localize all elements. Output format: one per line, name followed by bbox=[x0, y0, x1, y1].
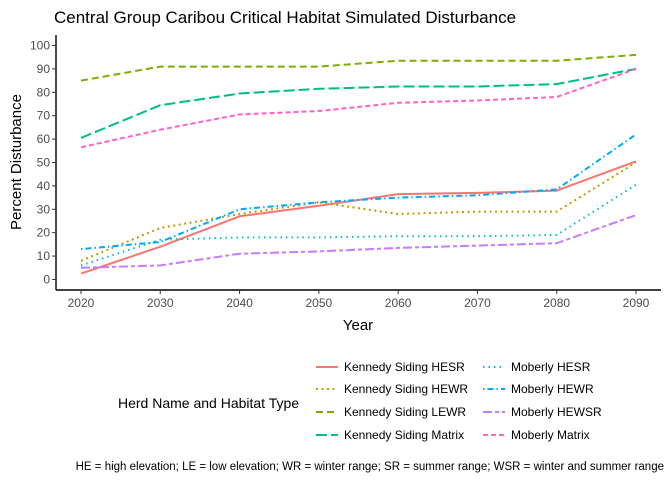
series-line-kennedy-siding-matrix bbox=[80, 67, 637, 139]
y-tick-label: 60 bbox=[37, 132, 51, 146]
legend-label: Moberly HESR bbox=[511, 360, 591, 374]
y-tick-label: 70 bbox=[37, 109, 51, 123]
x-tick-label: 2030 bbox=[147, 296, 174, 310]
series-line-moberly-hewr bbox=[80, 133, 637, 251]
y-tick-label: 30 bbox=[37, 202, 51, 216]
plot-series bbox=[80, 53, 637, 275]
x-tick-label: 2040 bbox=[226, 296, 253, 310]
y-tick-label: 20 bbox=[37, 226, 51, 240]
series-line-kennedy-siding-hewr bbox=[80, 161, 637, 262]
legend: Kennedy Siding HESR Kennedy Siding HEWR Ke… bbox=[316, 360, 602, 442]
y-tick-label: 100 bbox=[30, 39, 50, 53]
y-tick-label: 10 bbox=[37, 249, 51, 263]
y-tick-label: 90 bbox=[37, 62, 51, 76]
legend-label: Kennedy Siding HEWR bbox=[344, 382, 468, 396]
legend-label: Kennedy Siding LEWR bbox=[344, 405, 466, 419]
legend-label: Kennedy Siding HESR bbox=[344, 360, 465, 374]
legend-label: Kennedy Siding Matrix bbox=[344, 428, 464, 442]
series-line-kennedy-siding-lewr bbox=[80, 53, 637, 82]
x-tick-label: 2070 bbox=[464, 296, 491, 310]
series-line-moberly-hesr bbox=[80, 183, 637, 267]
legend-label: Moberly Matrix bbox=[511, 428, 590, 442]
y-axis-title: Percent Disturbance bbox=[8, 94, 25, 230]
x-tick-label: 2020 bbox=[68, 296, 95, 310]
series-line-moberly-hewsr bbox=[80, 214, 637, 269]
legend-label: Moberly HEWSR bbox=[511, 405, 602, 419]
y-tick-label: 50 bbox=[37, 156, 51, 170]
series-line-moberly-matrix bbox=[80, 67, 637, 149]
x-tick-label: 2060 bbox=[385, 296, 412, 310]
y-tick-label: 0 bbox=[43, 272, 50, 286]
series-line-kennedy-siding-hesr bbox=[80, 160, 637, 275]
caption: HE = high elevation; LE = low elevation;… bbox=[76, 461, 664, 473]
x-tick-label: 2080 bbox=[543, 296, 570, 310]
x-tick-label: 2050 bbox=[306, 296, 333, 310]
legend-title: Herd Name and Habitat Type bbox=[118, 395, 299, 411]
legend-label: Moberly HEWR bbox=[511, 382, 594, 396]
y-tick-label: 80 bbox=[37, 85, 51, 99]
x-tick-label: 2090 bbox=[623, 296, 650, 310]
chart-title: Central Group Caribou Critical Habitat S… bbox=[54, 8, 516, 27]
x-axis-title: Year bbox=[343, 317, 373, 334]
y-tick-label: 40 bbox=[37, 179, 51, 193]
